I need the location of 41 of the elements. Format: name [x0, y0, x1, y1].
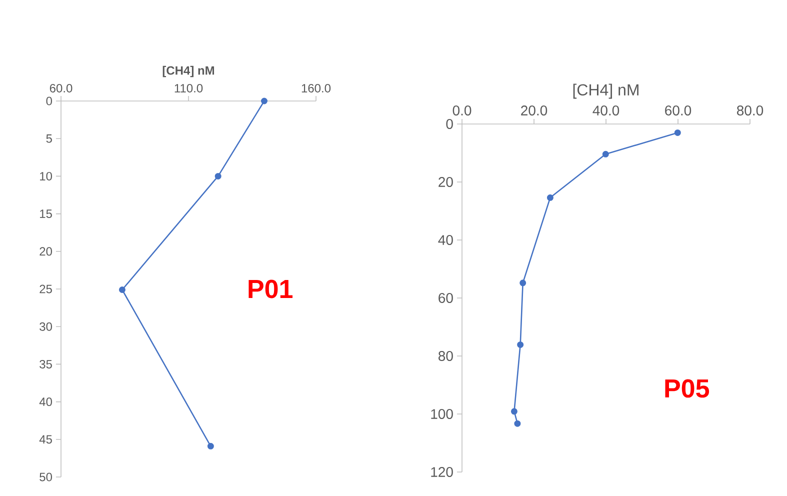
y-tick-label: 10 — [40, 172, 52, 180]
x-axis-title: [CH4] nM — [162, 66, 214, 78]
point — [546, 194, 554, 201]
y-tick-label: 45 — [39, 435, 52, 444]
x-tick-label: 20.0 — [521, 106, 548, 116]
point — [118, 286, 126, 294]
x-tick-label: 40.0 — [592, 106, 620, 116]
y-tick-label: 5 — [46, 134, 52, 143]
y-tick-label: 80 — [438, 351, 453, 361]
y-tick-label: 30 — [40, 322, 52, 331]
y-tick-label: 60 — [438, 293, 453, 303]
x-tick-label: 110.0 — [174, 84, 203, 92]
point — [520, 280, 526, 286]
y-tick-label: 0 — [46, 96, 52, 106]
y-tick-label: 120 — [431, 467, 453, 477]
x-tick-label: 80.0 — [736, 106, 764, 116]
y-tick-label: 20 — [40, 247, 52, 256]
x-axis-title: [CH4] nM — [573, 84, 638, 99]
y-tick-label: 40 — [39, 398, 52, 406]
point — [207, 442, 214, 450]
x-tick-label: 60.0 — [50, 84, 72, 92]
point — [517, 341, 524, 348]
y-tick-label: 15 — [40, 210, 52, 218]
point — [514, 420, 521, 427]
y-tick-label: 0 — [446, 119, 453, 129]
y-tick-label: 25 — [40, 284, 52, 294]
y-tick-label: 35 — [40, 360, 52, 368]
y-tick-label: 40 — [438, 235, 453, 245]
y-tick-label: 100 — [431, 409, 453, 419]
x-tick-label: 160.0 — [302, 84, 331, 92]
point — [214, 172, 222, 180]
y-tick-label: 50 — [40, 472, 52, 482]
point — [674, 129, 681, 136]
annotation: P05 — [665, 379, 710, 398]
point — [260, 98, 268, 104]
x-tick-label: 60.0 — [665, 106, 692, 116]
point — [602, 150, 609, 158]
x-tick-label: 0.0 — [452, 106, 472, 116]
y-tick-label: 20 — [438, 177, 453, 187]
point — [510, 408, 518, 415]
annotation: P01 — [248, 280, 293, 298]
